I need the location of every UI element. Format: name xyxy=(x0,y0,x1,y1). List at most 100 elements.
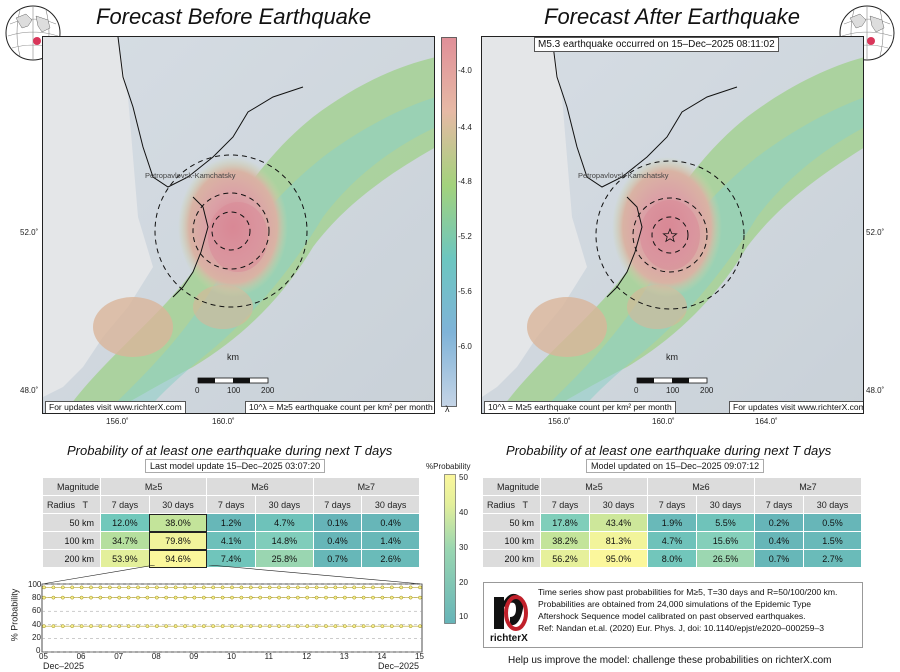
timeseries-series xyxy=(42,585,422,629)
right-probability-table: Magnitude M≥5 M≥6 M≥7 Radius T 7 days 30… xyxy=(482,477,863,568)
right-radius-label: 200 km xyxy=(482,549,541,568)
ts-ytick: 0 xyxy=(36,646,41,655)
ts-point xyxy=(211,595,216,600)
left-updates-note[interactable]: For updates visit www.richterX.com xyxy=(45,401,186,413)
right-lon-tick-3: 164.0˚ xyxy=(755,417,778,426)
left-lon-tick-1: 156.0˚ xyxy=(106,417,129,426)
ts-point xyxy=(248,595,253,600)
right-km-label: km xyxy=(666,352,678,362)
ts-point xyxy=(60,585,65,590)
ts-point xyxy=(164,595,169,600)
ts-point xyxy=(107,595,112,600)
ts-point xyxy=(314,585,319,590)
ts-xtick: 15 xyxy=(415,652,424,661)
ts-point xyxy=(389,624,394,629)
ts-point xyxy=(79,585,84,590)
left-scale-0: 0 xyxy=(195,386,200,395)
prob-cell: 5.5% xyxy=(696,513,755,532)
ts-point xyxy=(399,585,404,590)
ts-point xyxy=(314,624,319,629)
prob-cell: 34.7% xyxy=(100,531,150,550)
ts-point xyxy=(201,624,206,629)
ts-point xyxy=(192,624,197,629)
ts-point xyxy=(98,585,103,590)
left-scale-100: 100 xyxy=(227,386,241,395)
ts-point xyxy=(286,595,291,600)
ts-point xyxy=(286,585,291,590)
ts-point xyxy=(51,595,56,600)
prob-cell: 0.5% xyxy=(803,513,862,532)
table-row: 100 km 34.7% 79.8% 4.1% 14.8% 0.4% 1.4% xyxy=(42,531,420,550)
ts-point xyxy=(418,595,422,600)
ts-xtick: 11 xyxy=(264,652,273,661)
left-mag-header-5: M≥5 xyxy=(99,477,208,496)
right-map[interactable]: Petropavlovsk-Kamchatsky km 0 100 200 M5… xyxy=(481,36,864,414)
cbar-tick-3: -4.8 xyxy=(458,177,472,186)
ts-point xyxy=(60,595,65,600)
ts-point xyxy=(408,624,413,629)
prob-cell: 38.0% xyxy=(148,513,208,532)
info-line: Aftershock Sequence model calibrated on … xyxy=(538,611,806,621)
ts-point xyxy=(70,595,75,600)
right-period-header: 7 days xyxy=(539,495,591,514)
ts-xtick: 12 xyxy=(302,652,312,661)
prob-cell: 0.1% xyxy=(312,513,363,532)
ts-point xyxy=(89,595,93,600)
ts-point xyxy=(324,585,328,590)
ts-point xyxy=(230,624,234,629)
ts-point xyxy=(220,595,225,600)
left-corner-radius: Radius T xyxy=(42,495,101,514)
ts-point xyxy=(211,624,216,629)
left-period-header: 7 days xyxy=(206,495,257,514)
help-link[interactable]: Help us improve the model: challenge the… xyxy=(508,655,832,666)
prob-cbar-tick-10: 10 xyxy=(459,612,468,621)
ts-point xyxy=(286,624,291,629)
prob-cbar-tick-30: 30 xyxy=(459,543,468,552)
left-map[interactable]: Petropavlovsk-Kamchatsky km 0 100 200 Fo… xyxy=(42,36,435,414)
cbar-tick-6: -6.0 xyxy=(458,342,472,351)
left-table-title: Probability of at least one earthquake d… xyxy=(67,443,393,458)
ts-ytick: 100 xyxy=(28,580,42,589)
ts-point xyxy=(314,595,319,600)
ts-point xyxy=(173,585,178,590)
prob-cell: 38.2% xyxy=(539,531,591,550)
ts-point xyxy=(342,624,347,629)
ts-point xyxy=(164,585,169,590)
right-updates-note[interactable]: For updates visit www.richterX.com xyxy=(729,401,863,413)
ts-point xyxy=(98,595,103,600)
cbar-tick-1: -4.0 xyxy=(458,66,472,75)
ts-point xyxy=(126,595,131,600)
prob-cell: 0.4% xyxy=(312,531,363,550)
right-title: Forecast After Earthquake xyxy=(544,4,800,29)
right-period-header: 7 days xyxy=(646,495,698,514)
ts-point xyxy=(399,595,404,600)
ts-point xyxy=(230,585,234,590)
ts-point xyxy=(154,624,159,629)
prob-cell: 1.2% xyxy=(206,513,257,532)
left-period-header: 30 days xyxy=(255,495,314,514)
left-table-update: Last model update 15–Dec–2025 03:07:20 xyxy=(145,459,326,473)
ts-point xyxy=(70,585,75,590)
prob-colorbar-gradient xyxy=(444,474,456,624)
ts-xtick: 07 xyxy=(114,652,124,661)
left-period-header: 30 days xyxy=(361,495,420,514)
info-line: Ref: Nandan et.al. (2020) Eur. Phys. J, … xyxy=(538,623,825,633)
ts-point xyxy=(145,624,150,629)
ts-ytick: 20 xyxy=(32,633,41,642)
ts-point xyxy=(239,595,244,600)
prob-cbar-tick-20: 20 xyxy=(459,578,468,587)
ts-point xyxy=(371,585,375,590)
right-lat-tick-2: 48.0˚ xyxy=(866,386,885,395)
prob-cell: 43.4% xyxy=(589,513,648,532)
info-line: Probabilities are obtained from 24,000 s… xyxy=(538,599,812,609)
left-km-label: km xyxy=(227,352,239,362)
ts-point xyxy=(380,585,385,590)
ts-point xyxy=(173,595,178,600)
ts-point xyxy=(117,595,122,600)
prob-cell: 17.8% xyxy=(539,513,591,532)
ts-point xyxy=(418,624,422,629)
info-box: richterX Time series show past probabili… xyxy=(483,582,863,648)
ts-point xyxy=(399,624,404,629)
ts-point xyxy=(136,585,140,590)
ts-point xyxy=(333,624,338,629)
